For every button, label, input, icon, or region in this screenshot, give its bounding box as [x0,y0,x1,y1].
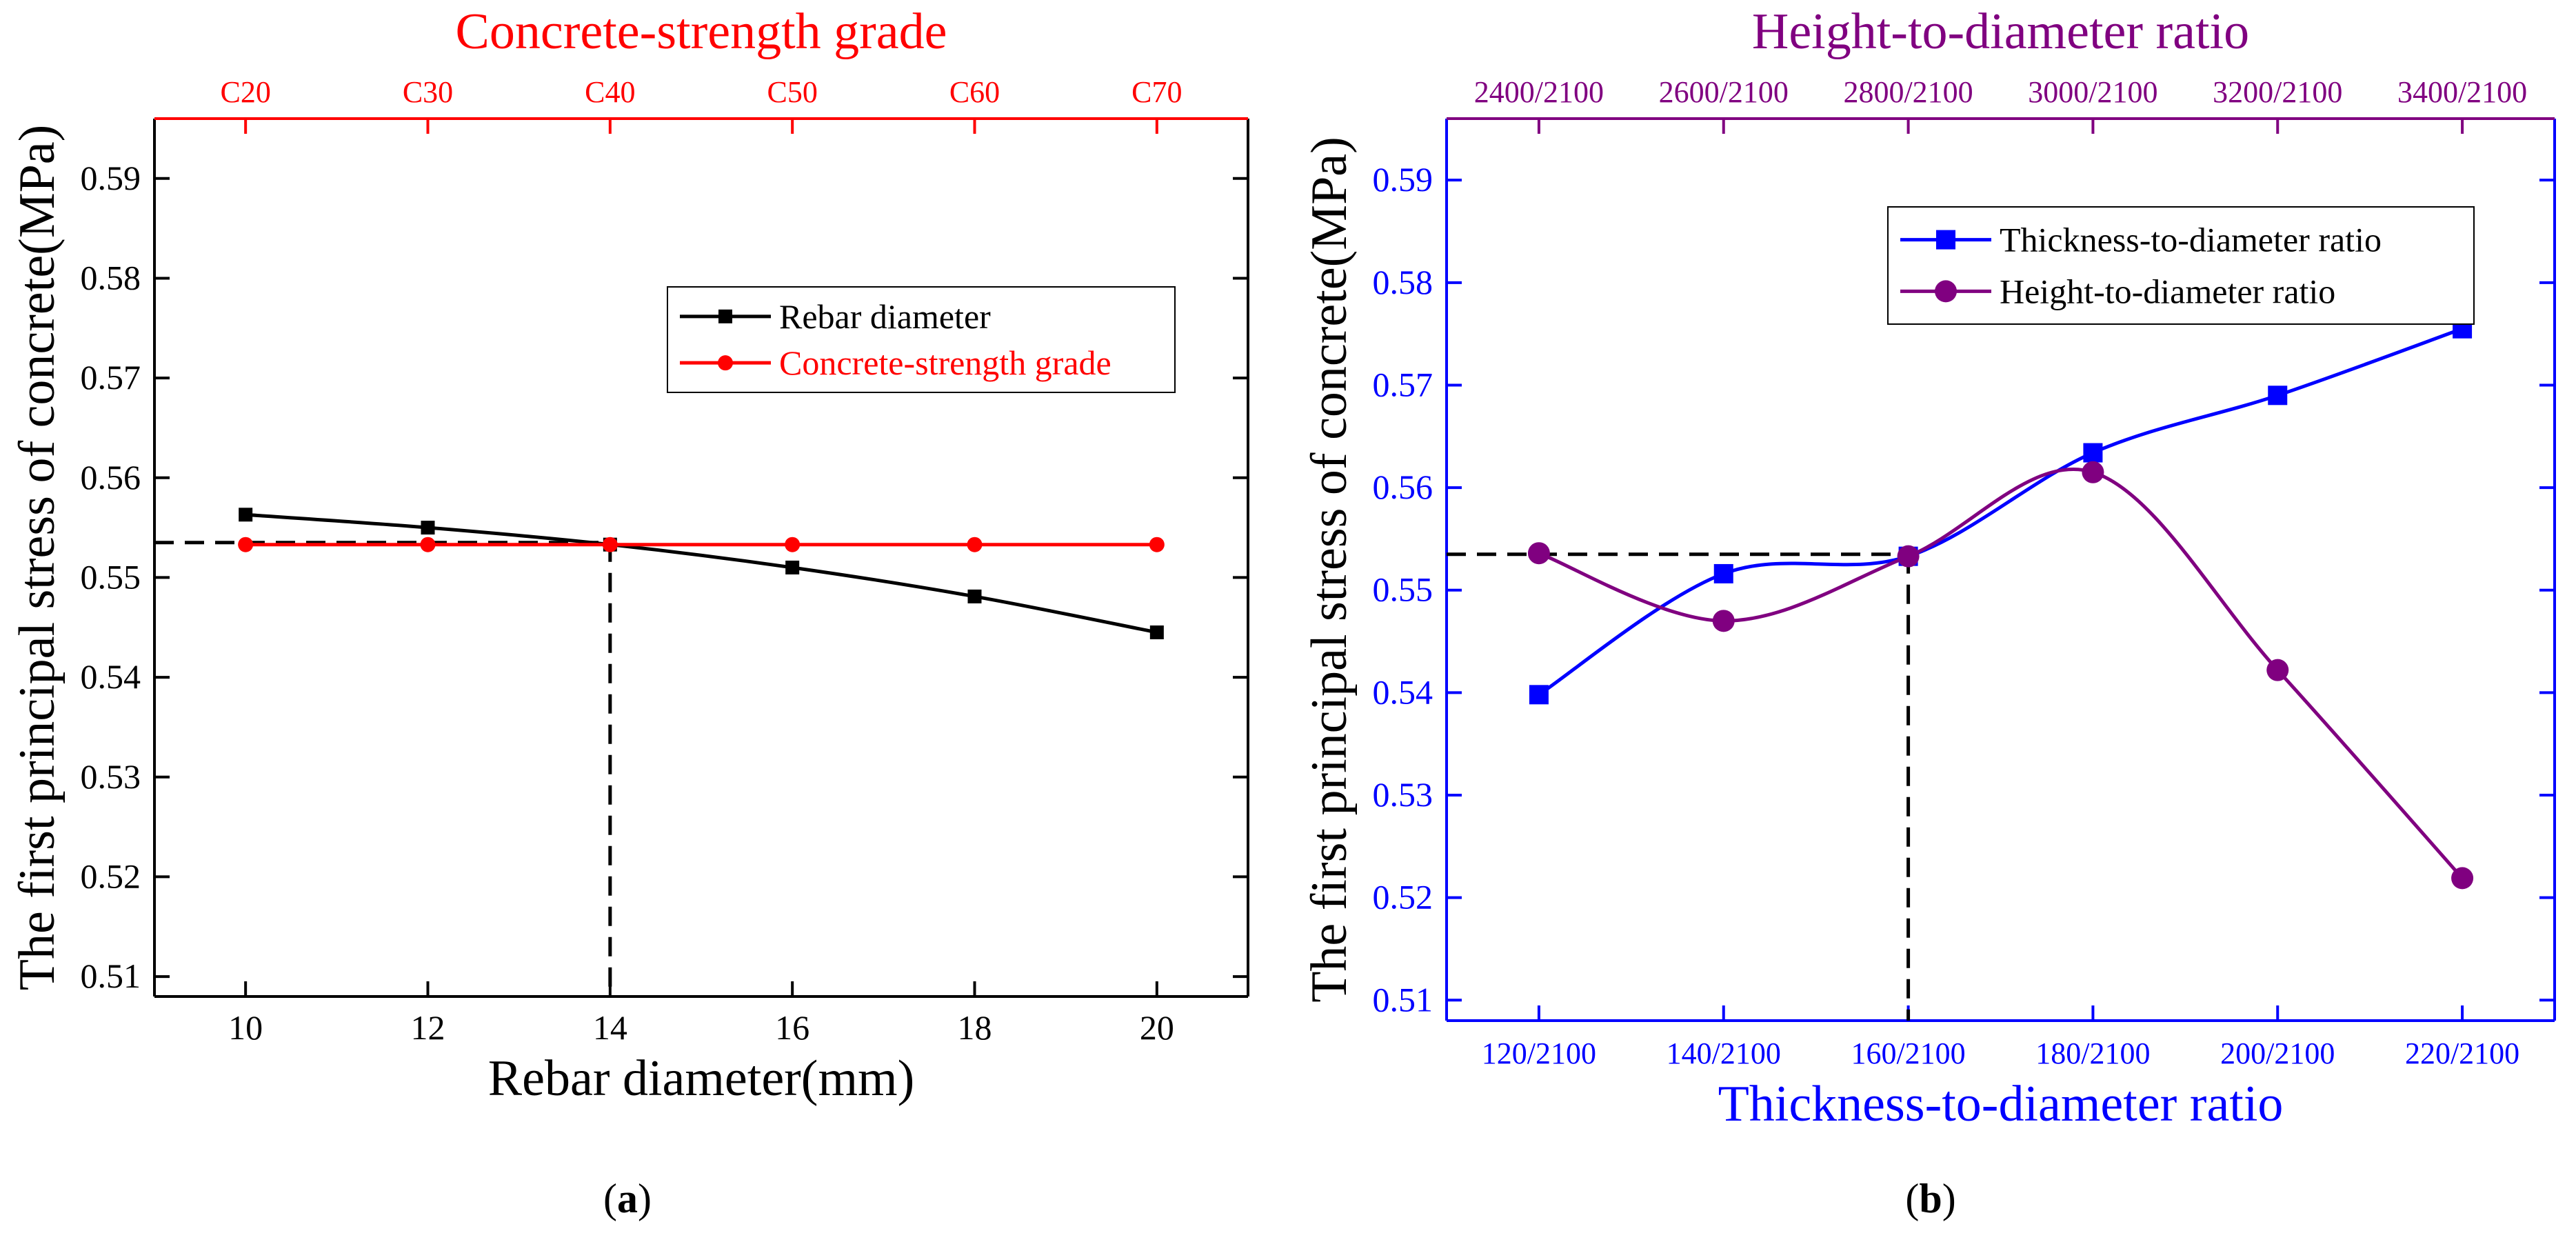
top-x-tick-label: C20 [220,75,270,109]
top-axis-title: Height-to-diameter ratio [1752,3,2249,60]
legend-label-1: Thickness-to-diameter ratio [2000,221,2382,259]
legend-label-2: Concrete-strength grade [779,343,1111,382]
series-line-1 [245,512,1158,634]
y-tick-label: 0.54 [81,657,141,696]
data-point-circle [2451,867,2474,890]
y-tick-label: 0.55 [81,557,141,596]
panel-label: (b) [1905,1176,1955,1221]
data-point-square [2083,443,2103,463]
x-tick-label: 20 [1140,1008,1174,1047]
top-x-tick-label: C60 [949,75,1000,109]
legend-box [667,286,1176,393]
x-tick-label: 18 [958,1008,992,1047]
top-x-tick-label: 3400/2100 [2397,75,2527,109]
y-tick-label: 0.57 [81,358,141,397]
y-tick-label: 0.56 [1373,468,1433,506]
data-point-circle [785,537,801,552]
y-tick-label: 0.54 [1373,672,1433,711]
x-axis-title: Rebar diameter(mm) [488,1050,914,1107]
x-tick-label: 16 [775,1008,809,1047]
data-point-circle [2082,461,2104,483]
x-tick-label: 160/2100 [1851,1036,1965,1070]
data-point-circle [1149,537,1165,552]
y-tick-label: 0.51 [81,956,141,995]
data-point-circle [1897,545,1920,568]
top-x-tick-label: C30 [403,75,453,109]
x-axis-title: Thickness-to-diameter ratio [1718,1076,2284,1132]
top-x-tick-label: C70 [1131,75,1182,109]
data-point-square [239,508,253,522]
data-point-circle [967,537,983,552]
top-x-tick-label: 2600/2100 [1659,75,1789,109]
top-axis-title: Concrete-strength grade [456,3,947,60]
x-tick-label: 120/2100 [1482,1036,1596,1070]
data-point-square [967,589,982,603]
legend-label-2: Height-to-diameter ratio [2000,272,2335,310]
top-x-tick-label: 2800/2100 [1843,75,1973,109]
chart-panel-b: 0.51 0.52 0.53 0.54 0.55 0.56 0.57 0.58 0.59 120/… [1301,3,2556,1221]
x-tick-label: 12 [411,1008,445,1047]
x-tick-label: 220/2100 [2405,1036,2519,1070]
data-point-square [421,521,435,535]
x-tick-label: 140/2100 [1667,1036,1781,1070]
data-point-circle [238,537,254,552]
y-tick-label: 0.51 [1373,980,1433,1019]
y-axis-title: The first principal stress of concrete(M… [9,125,66,991]
top-x-tick-label: C50 [767,75,817,109]
data-point-square [1529,685,1549,705]
y-tick-label: 0.52 [1373,878,1433,917]
data-point-circle [1527,542,1550,565]
y-tick-label: 0.58 [81,258,141,297]
y-tick-label: 0.58 [1373,263,1433,301]
y-tick-label: 0.52 [81,857,141,895]
data-point-circle [420,537,436,552]
data-point-square [1713,563,1733,583]
y-tick-label: 0.55 [1373,570,1433,609]
legend-marker-circle [1935,280,1957,303]
data-point-circle [1712,610,1735,632]
y-tick-label: 0.59 [1373,160,1433,199]
top-x-tick-label: 3000/2100 [2028,75,2157,109]
y-axis-title: The first principal stress of concrete(M… [1301,137,1358,1003]
legend-marker-circle [718,355,733,371]
series-line-2 [1538,468,2464,880]
top-x-tick-label: 2400/2100 [1474,75,1604,109]
top-x-tick-label: 3200/2100 [2213,75,2342,109]
legend-marker-square [1936,230,1955,250]
legend-marker-square [718,309,732,323]
y-tick-label: 0.53 [81,757,141,796]
data-point-square [785,560,800,574]
chart-panel-a: 0.51 0.52 0.53 0.54 0.55 0.56 0.57 0.58 0.59 10 12… [9,3,1249,1221]
panel-label: (a) [603,1176,652,1221]
top-x-tick-label: C40 [585,75,635,109]
y-tick-label: 0.53 [1373,775,1433,814]
x-tick-label: 180/2100 [2035,1036,2150,1070]
x-tick-label: 14 [593,1008,627,1047]
data-point-square [1149,625,1164,639]
y-tick-label: 0.56 [81,458,141,497]
y-tick-label: 0.57 [1373,365,1433,403]
y-tick-label: 0.59 [81,159,141,197]
legend-label-1: Rebar diameter [779,297,991,336]
data-point-square [2268,385,2288,405]
data-point-circle [2266,659,2289,681]
x-tick-label: 200/2100 [2220,1036,2335,1070]
data-point-circle [602,537,618,552]
legend-box [1887,206,2475,325]
series-line-1 [1538,327,2463,697]
x-tick-label: 10 [228,1008,263,1047]
